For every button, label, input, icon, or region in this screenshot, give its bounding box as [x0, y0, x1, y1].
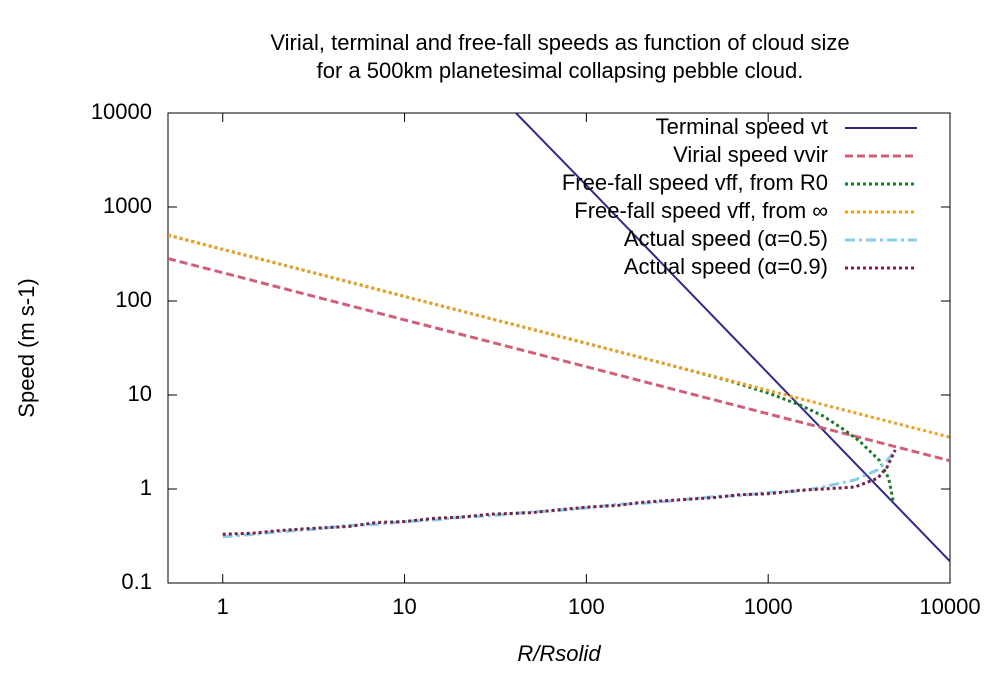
plot-area: [168, 113, 950, 563]
legend-label: Virial speed vvir: [673, 142, 828, 167]
series-line: [515, 113, 950, 563]
chart-title: for a 500km planetesimal collapsing pebb…: [317, 58, 804, 83]
plot-frame: [167, 112, 951, 584]
chart-title: Virial, terminal and free-fall speeds as…: [270, 30, 849, 55]
series-line: [168, 233, 950, 439]
series-line: [222, 449, 897, 539]
x-tick-label: 1000: [744, 594, 793, 619]
y-tick-label: 1000: [103, 193, 152, 218]
legend-label: Free-fall speed vff, from ∞: [574, 198, 828, 223]
y-tick-label: 1: [140, 475, 152, 500]
series-line: [222, 449, 897, 536]
series-line: [168, 257, 950, 463]
x-tick-label: 1: [217, 594, 229, 619]
legend-label: Actual speed (α=0.9): [624, 254, 828, 279]
x-tick-label: 10: [392, 594, 416, 619]
y-axis-label: Speed (m s-1): [14, 278, 39, 417]
x-tick-label: 10000: [919, 594, 980, 619]
y-tick-label: 10000: [91, 99, 152, 124]
legend-label: Terminal speed vt: [656, 114, 828, 139]
x-axis-label: R/Rsolid: [517, 641, 601, 666]
y-tick-label: 0.1: [121, 569, 152, 594]
series-line: [168, 233, 896, 504]
x-tick-label: 100: [568, 594, 605, 619]
legend-label: Actual speed (α=0.5): [624, 226, 828, 251]
y-tick-label: 100: [115, 287, 152, 312]
y-tick-label: 10: [128, 381, 152, 406]
legend-label: Free-fall speed vff, from R0: [562, 170, 828, 195]
